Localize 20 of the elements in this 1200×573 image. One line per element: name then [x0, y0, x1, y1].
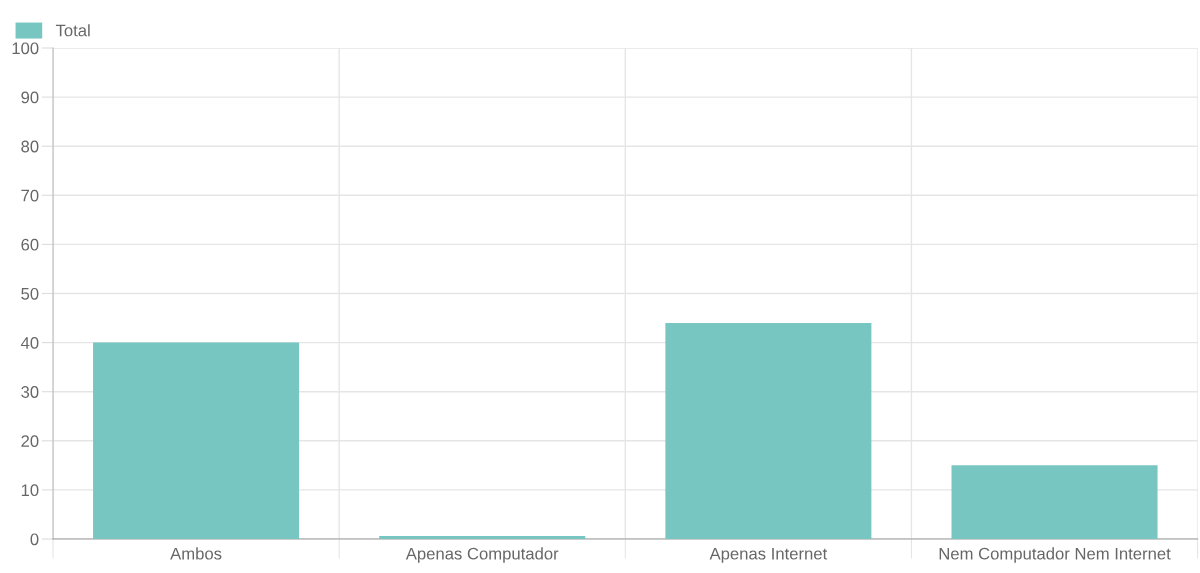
y-tick-label: 80	[21, 140, 39, 153]
y-tick-label: 40	[20, 337, 39, 349]
x-tick-label: Nem Computador Nem Internet	[939, 547, 1171, 563]
bar	[951, 465, 1158, 539]
y-tick-label: 70	[21, 189, 39, 202]
x-tick-label: Ambos	[170, 547, 222, 560]
y-tick-label: 30	[21, 386, 39, 398]
x-tick-label: Apenas Internet	[709, 547, 828, 563]
x-tick-label: Apenas Computador	[405, 547, 559, 563]
y-tick-label: 50	[21, 287, 39, 300]
y-tick-label: 90	[21, 91, 39, 104]
y-tick-label: 20	[21, 435, 39, 447]
y-tick-label: 10	[21, 484, 39, 497]
y-tick-label: 60	[21, 238, 39, 251]
bar	[379, 536, 586, 539]
bar	[93, 342, 300, 539]
legend-label: Total	[55, 24, 90, 37]
y-tick-label: 100	[12, 42, 39, 55]
bar	[665, 322, 872, 539]
y-tick-label: 0	[30, 533, 39, 546]
